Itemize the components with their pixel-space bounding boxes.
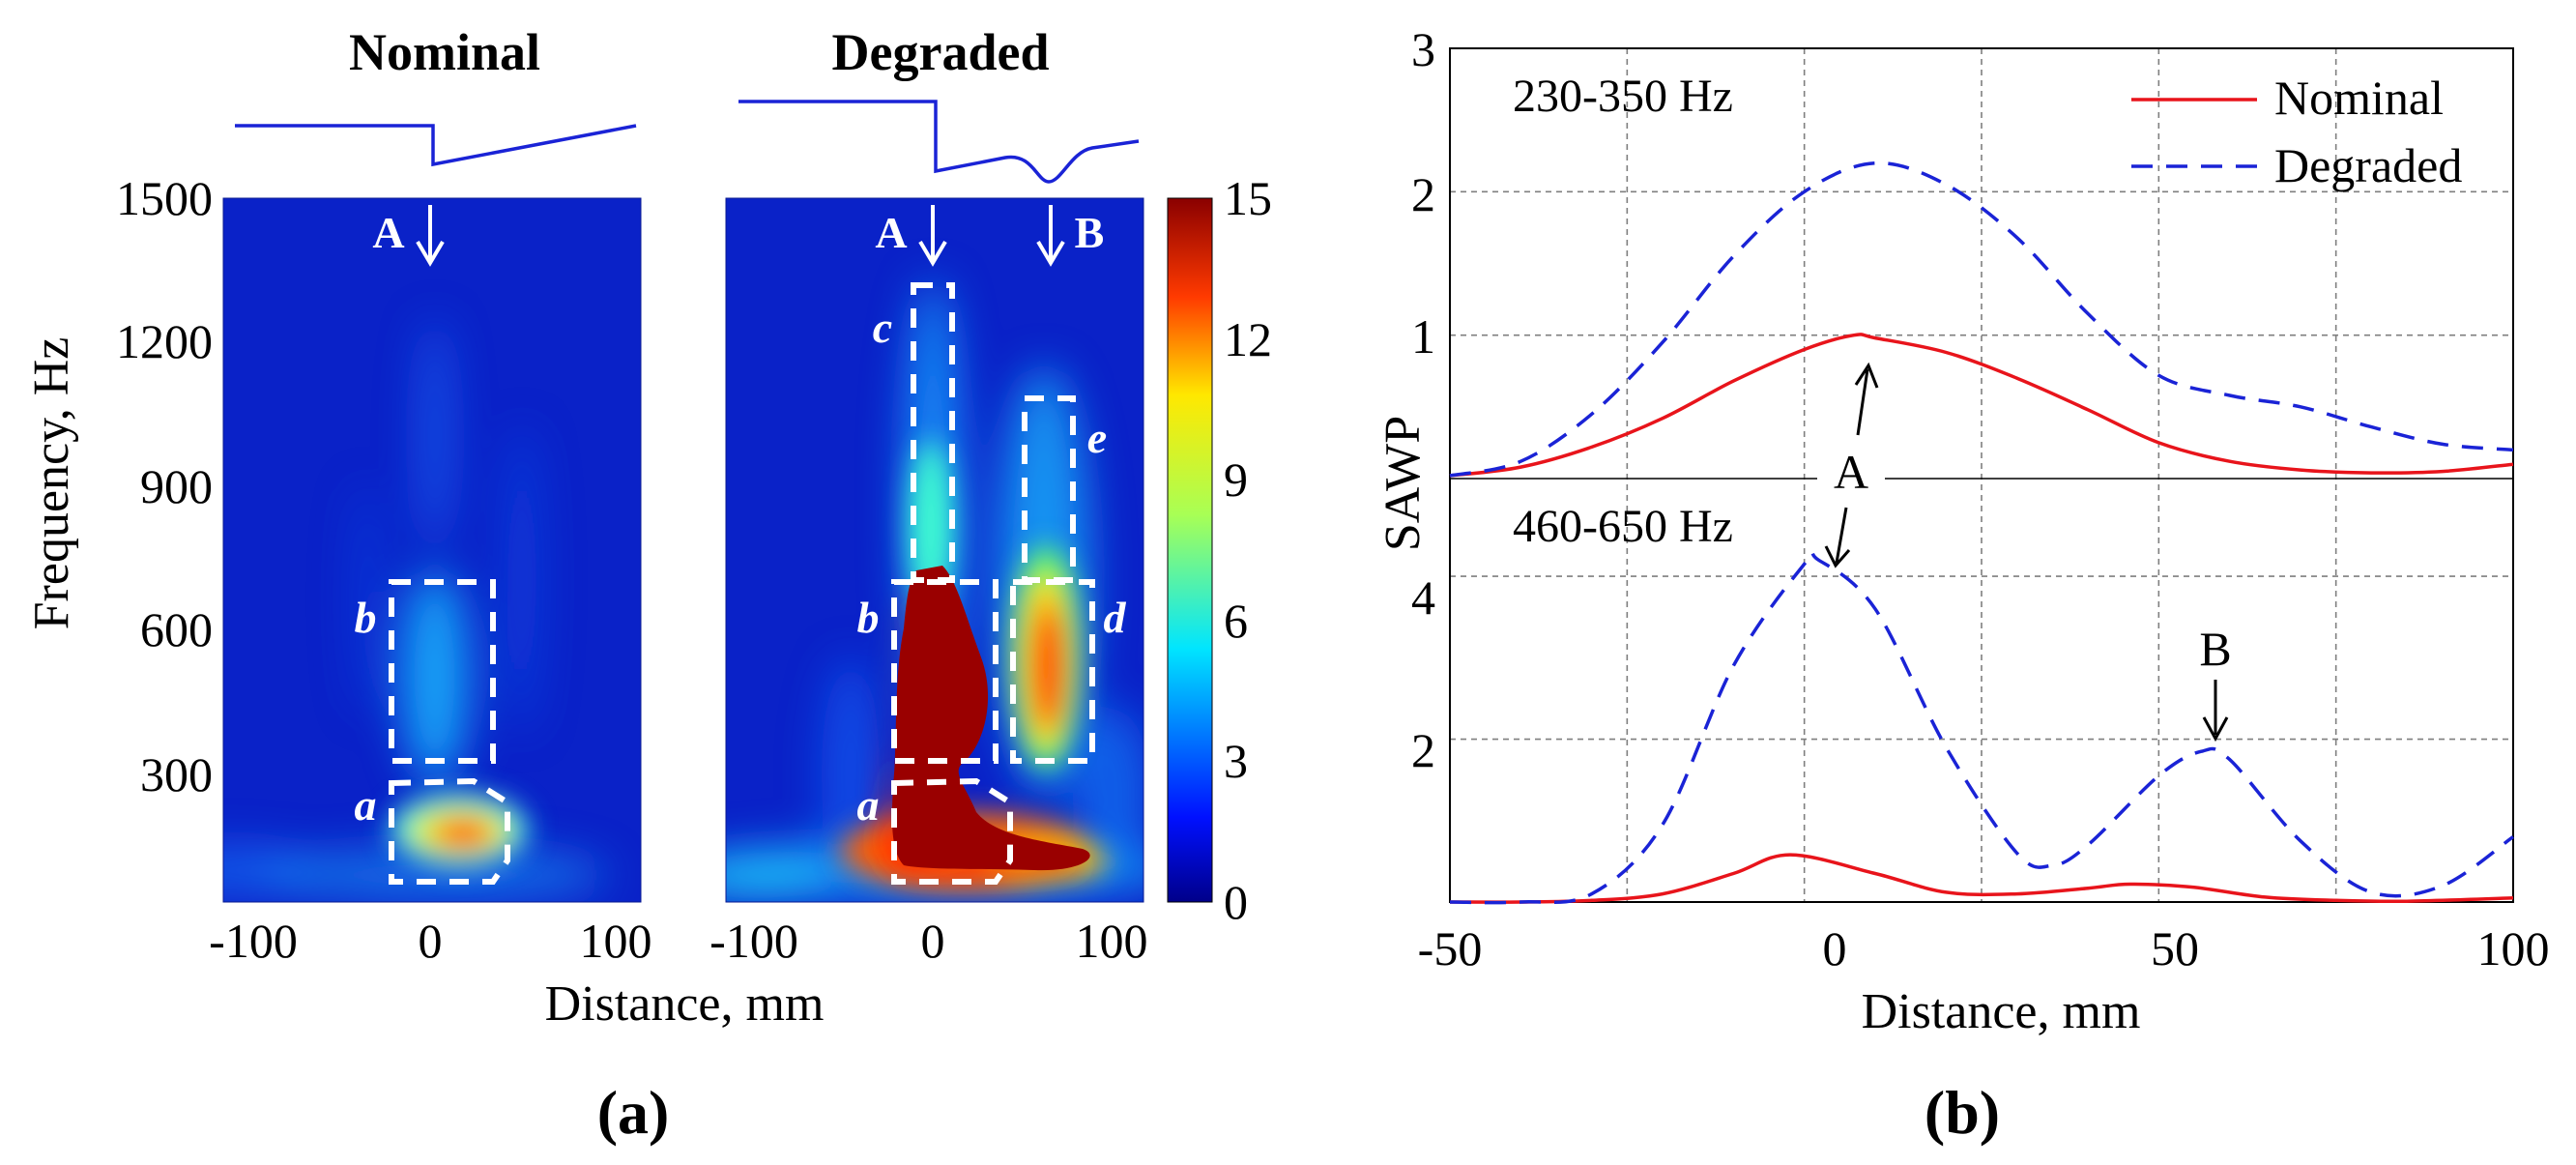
series-degraded-bottom [1449, 550, 2514, 905]
ytick-label: 600 [140, 602, 213, 656]
xtick-label: 0 [921, 914, 945, 968]
sawp-axis-label: SAWP [1375, 416, 1431, 551]
marker-a-nominal: A [372, 208, 404, 257]
marker-b-degraded: B [1075, 208, 1105, 257]
xtick-label: 0 [1823, 921, 1847, 976]
cbar-tick-label: 9 [1224, 452, 1248, 507]
nominal-title: Nominal [349, 23, 540, 81]
band-label-bottom: 460-650 Hz [1513, 501, 1733, 552]
legend: Nominal Degraded [2131, 71, 2462, 192]
annotation-b: B [2199, 622, 2231, 676]
region-box-e [1022, 395, 1076, 583]
nominal-heatmap [223, 198, 641, 902]
legend-degraded-label: Degraded [2274, 138, 2462, 192]
distance-axis-label-a: Distance, mm [545, 976, 825, 1032]
distance-axis-label-b: Distance, mm [1862, 984, 2141, 1039]
arrow-down-icon [1036, 205, 1065, 267]
xtick-label: -100 [209, 914, 298, 968]
legend-nominal-label: Nominal [2274, 71, 2444, 125]
xtick-label: 100 [580, 914, 652, 968]
ytick-label: 2 [1411, 167, 1435, 221]
annotation-a: A [1834, 445, 1868, 499]
panel-a-label: (a) [597, 1078, 670, 1147]
region-box-a [389, 777, 510, 885]
ytick-label: 300 [140, 747, 213, 801]
cbar-tick-label: 3 [1224, 734, 1248, 788]
xtick-label: 100 [2477, 921, 2550, 976]
ytick-label: 1200 [116, 314, 213, 368]
ytick-label: 900 [140, 459, 213, 513]
region-label-a: a [355, 780, 377, 830]
arrow-down-icon [2202, 680, 2229, 743]
region-label-d: d [1104, 593, 1127, 642]
cbar-tick-label: 0 [1224, 875, 1248, 929]
series-nominal-bottom [1449, 853, 2514, 904]
xtick-label: -100 [709, 914, 798, 968]
xtick-label: 0 [419, 914, 443, 968]
arrow-down-icon [918, 205, 947, 267]
colorbar [1167, 197, 1213, 903]
degraded-title: Degraded [832, 23, 1050, 81]
region-label-e: e [1087, 413, 1107, 462]
arrow-up-icon [1854, 362, 1879, 436]
ytick-label: 2 [1411, 723, 1435, 777]
panel-b-label: (b) [1925, 1078, 2000, 1147]
region-box-c [911, 282, 955, 583]
freq-axis: 1500 1200 900 600 300 [116, 171, 213, 801]
xtick-label: -50 [1418, 921, 1483, 976]
band-label-top: 230-350 Hz [1513, 71, 1733, 122]
colorbar-ticks: 15 12 9 6 3 0 [1224, 171, 1272, 929]
region-box-a [891, 777, 1013, 885]
sawp-line-charts [1449, 47, 2514, 905]
arrow-down-icon [1824, 507, 1851, 568]
arrow-down-icon [416, 205, 445, 267]
cbar-tick-label: 12 [1224, 312, 1272, 366]
cbar-tick-label: 15 [1224, 171, 1272, 225]
region-label-b: b [355, 593, 377, 642]
freq-axis-label: Frequency, Hz [24, 337, 79, 630]
region-box-b [389, 579, 496, 764]
ytick-label: 4 [1411, 570, 1435, 625]
region-label-c: c [873, 303, 892, 352]
region-label-a: a [857, 780, 880, 830]
ytick-label: 1 [1411, 309, 1435, 364]
ytick-label: 1500 [116, 171, 213, 225]
xtick-label: 50 [2151, 921, 2199, 976]
marker-a-degraded: A [875, 208, 907, 257]
region-box-d [1010, 579, 1095, 764]
nominal-profile-line [235, 124, 637, 167]
region-label-b: b [857, 593, 880, 642]
xtick-label: 100 [1076, 914, 1148, 968]
ytick-label: 3 [1411, 22, 1435, 76]
series-degraded-top [1449, 160, 2514, 478]
region-box-b [891, 579, 999, 764]
degraded-profile-line [738, 100, 1140, 184]
cbar-tick-label: 6 [1224, 594, 1248, 648]
series-nominal-top [1449, 333, 2514, 478]
degraded-heatmap [726, 198, 1143, 902]
